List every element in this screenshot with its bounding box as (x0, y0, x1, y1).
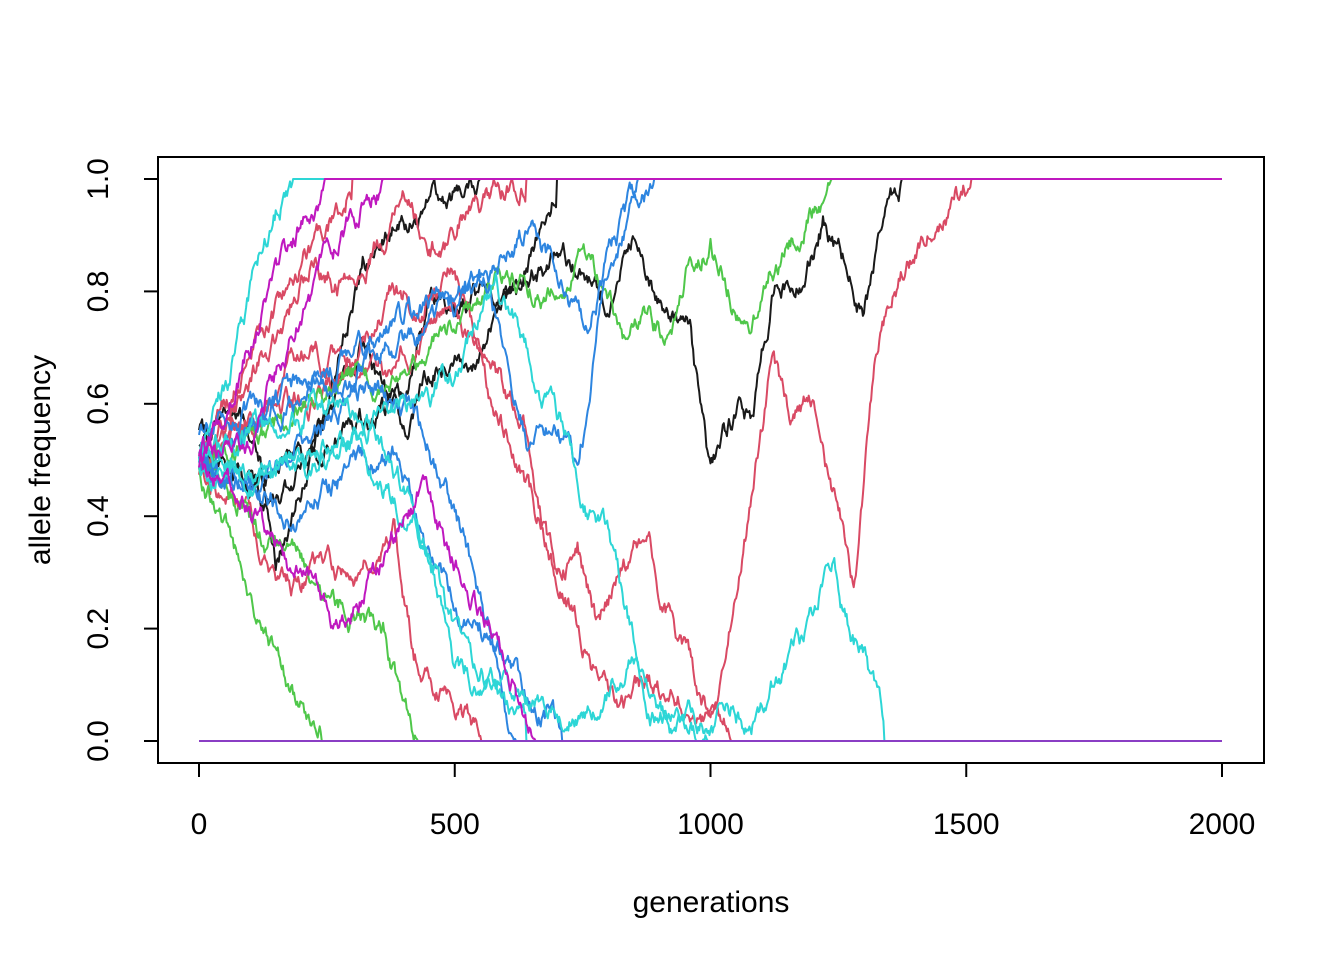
series-line-5 (198, 178, 1222, 475)
series-line-16 (198, 178, 1222, 463)
series-line-22 (198, 449, 1222, 742)
series-line-15 (198, 178, 1222, 466)
y-tick-label: 0.8 (82, 271, 115, 313)
series-line-13 (198, 178, 1222, 498)
series-line-10 (198, 450, 1222, 742)
series-layer (198, 178, 1222, 742)
y-tick-label: 0.4 (82, 495, 115, 537)
x-axis-label: generations (633, 886, 790, 919)
series-line-9 (198, 466, 1222, 742)
x-tick-label: 1500 (933, 808, 1000, 841)
x-tick-label: 0 (191, 808, 208, 841)
y-tick-label: 0.2 (82, 608, 115, 650)
series-line-19 (198, 430, 1222, 742)
series-line-14 (198, 444, 1222, 742)
x-tick-label: 500 (430, 808, 480, 841)
series-line-3 (198, 178, 1222, 499)
x-tick-label: 1000 (677, 808, 744, 841)
y-axis-label: allele frequency (24, 355, 57, 565)
series-line-7 (198, 178, 1222, 717)
series-line-18 (198, 272, 1222, 742)
series-line-6 (198, 464, 1222, 742)
x-tick-label: 2000 (1189, 808, 1256, 841)
axes-layer: 0 500 1000 1500 2000 0.0 0.2 0.4 0.6 0.8 1.0 (82, 158, 1255, 841)
series-line-11 (198, 178, 1222, 473)
series-line-12 (198, 370, 1222, 742)
series-line-4 (198, 178, 1222, 470)
y-tick-label: 0.6 (82, 383, 115, 425)
series-line-21 (198, 178, 1222, 462)
y-tick-label: 1.0 (82, 158, 115, 200)
series-line-8 (198, 267, 1222, 742)
series-line-20 (198, 178, 1222, 468)
y-tick-label: 0.0 (82, 720, 115, 762)
